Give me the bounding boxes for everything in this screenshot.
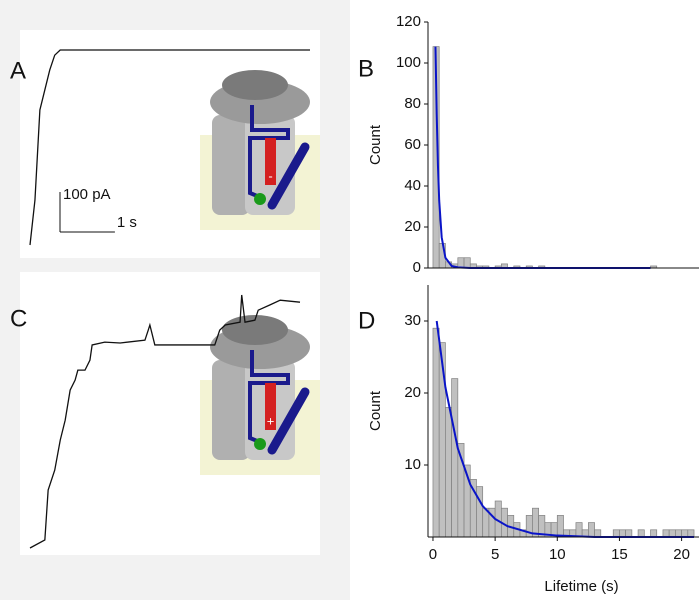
y-tick-label: 60 (404, 136, 421, 153)
bar (681, 529, 689, 538)
helix (267, 387, 310, 455)
residue (254, 438, 266, 450)
y-tick-label: 0 (413, 259, 421, 276)
current-trace (29, 49, 310, 246)
bar (594, 529, 602, 538)
y-tick-label: 20 (404, 218, 421, 235)
x-tick-label: 15 (611, 546, 628, 563)
bar (668, 529, 676, 538)
x-axis-label: Lifetime (s) (544, 578, 618, 595)
y-axis-label: Count (367, 124, 384, 165)
panel-label: C (10, 305, 27, 332)
x-tick-label: 5 (491, 546, 499, 563)
x-tick-label: 10 (549, 546, 566, 563)
bar (588, 522, 595, 538)
bar (451, 378, 459, 538)
bar (675, 529, 682, 538)
y-tick-label: 10 (404, 456, 421, 473)
bar (662, 529, 670, 538)
y-tick-label: 40 (404, 177, 421, 194)
loop (248, 350, 290, 445)
bar (612, 529, 620, 538)
y-tick-label: 80 (404, 95, 421, 112)
bar (575, 522, 583, 538)
bar (625, 529, 633, 538)
subunit (212, 360, 250, 460)
y-tick-label: 20 (404, 384, 421, 401)
charge-sign: + (267, 413, 275, 428)
x-tick-label: 0 (429, 546, 437, 563)
bar (463, 257, 471, 269)
bar (687, 529, 695, 538)
helix (265, 138, 276, 185)
y-tick-label: 30 (404, 312, 421, 329)
y-tick-label: 100 (396, 54, 421, 71)
bar (432, 327, 440, 538)
bar (445, 407, 452, 538)
bar (619, 529, 627, 538)
helix (265, 383, 276, 430)
scale-label: 1 s (117, 214, 137, 231)
bar (650, 529, 658, 538)
inset-cartoon: - (200, 70, 320, 230)
scale-label: 100 pA (63, 186, 111, 203)
y-tick-label: 120 (396, 13, 421, 30)
bar (438, 342, 446, 538)
fit-curve (434, 46, 651, 269)
loop (248, 105, 290, 200)
panel-label: A (10, 57, 26, 84)
bar (476, 486, 484, 538)
bar (556, 515, 564, 538)
cap (222, 70, 288, 100)
inset-cartoon: + (200, 315, 320, 475)
bar (637, 529, 645, 538)
residue (254, 193, 266, 205)
y-axis-label: Count (367, 390, 384, 431)
x-tick-label: 20 (673, 546, 690, 563)
charge-sign: - (268, 168, 272, 183)
panel-label: D (358, 307, 375, 334)
panel-label: B (358, 55, 374, 82)
current-trace (29, 294, 301, 549)
subunit (212, 115, 250, 215)
helix (267, 142, 310, 210)
